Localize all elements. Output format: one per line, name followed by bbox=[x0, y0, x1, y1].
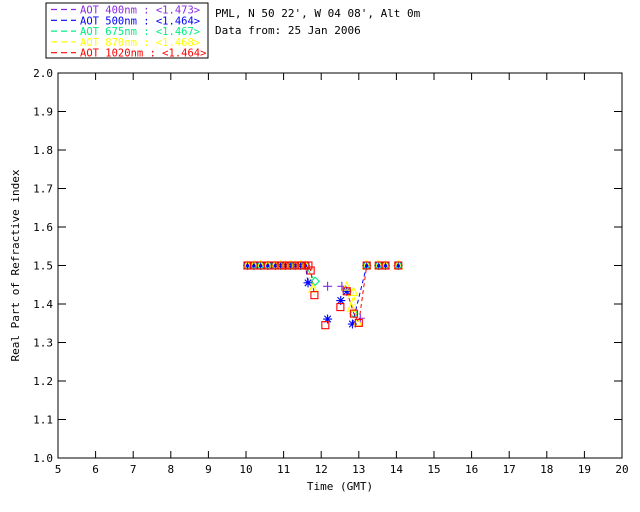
marker-asterisk bbox=[263, 261, 273, 270]
marker-asterisk bbox=[270, 261, 280, 270]
marker-square bbox=[304, 261, 313, 270]
marker-asterisk bbox=[380, 261, 390, 270]
marker-square bbox=[394, 261, 403, 270]
x-tick-label: 6 bbox=[92, 463, 99, 476]
x-axis-title: Time (GMT) bbox=[307, 480, 373, 493]
marker-triangle bbox=[341, 280, 352, 291]
marker-square bbox=[381, 261, 390, 270]
marker-square bbox=[362, 261, 371, 270]
x-tick-label: 7 bbox=[130, 463, 137, 476]
header-date-text: Data from: 25 Jan 2006 bbox=[215, 24, 361, 37]
marker-triangle bbox=[346, 302, 357, 312]
marker-square bbox=[336, 303, 345, 312]
marker-square bbox=[349, 309, 358, 318]
x-tick-label: 19 bbox=[578, 463, 591, 476]
marker-asterisk bbox=[393, 261, 403, 270]
series-line bbox=[346, 286, 359, 323]
legend-entry-label: AOT 1020nm : <1.464> bbox=[80, 48, 206, 60]
x-tick-label: 17 bbox=[503, 463, 516, 476]
marker-asterisk bbox=[280, 261, 290, 270]
x-tick-label: 13 bbox=[352, 463, 365, 476]
x-tick-label: 9 bbox=[205, 463, 212, 476]
marker-asterisk bbox=[336, 296, 346, 306]
marker-square bbox=[291, 261, 300, 270]
x-tick-label: 18 bbox=[540, 463, 553, 476]
x-tick-label: 16 bbox=[465, 463, 478, 476]
marker-asterisk bbox=[243, 261, 253, 270]
marker-square bbox=[286, 261, 295, 270]
marker-asterisk bbox=[347, 319, 357, 329]
legend-entry-label: AOT 500nm : <1.464> bbox=[80, 15, 200, 27]
marker-square bbox=[276, 261, 285, 270]
legend-entry-label: AOT 400nm : <1.473> bbox=[80, 5, 200, 17]
marker-asterisk bbox=[374, 261, 384, 270]
marker-square bbox=[281, 261, 290, 270]
y-tick-label: 1.0 bbox=[33, 452, 53, 465]
marker-square bbox=[342, 287, 351, 296]
marker-square bbox=[354, 318, 363, 327]
y-tick-label: 1.8 bbox=[33, 144, 53, 157]
y-tick-label: 1.9 bbox=[33, 106, 53, 119]
y-tick-label: 1.2 bbox=[33, 375, 53, 388]
y-tick-label: 1.5 bbox=[33, 260, 53, 273]
marker-square bbox=[310, 291, 319, 300]
x-tick-label: 10 bbox=[239, 463, 252, 476]
y-tick-label: 1.1 bbox=[33, 414, 53, 427]
marker-square bbox=[271, 261, 280, 270]
marker-diamond bbox=[310, 276, 320, 287]
legend-entry-label: AOT 675nm : <1.467> bbox=[80, 26, 200, 38]
y-tick-label: 1.3 bbox=[33, 337, 53, 350]
y-tick-label: 1.7 bbox=[33, 183, 53, 196]
marker-asterisk bbox=[303, 278, 313, 288]
x-tick-label: 8 bbox=[167, 463, 174, 476]
x-tick-label: 12 bbox=[315, 463, 328, 476]
y-axis-title: Real Part of Refractive index bbox=[9, 169, 22, 361]
x-tick-label: 5 bbox=[55, 463, 62, 476]
x-tick-label: 11 bbox=[277, 463, 290, 476]
y-tick-label: 2.0 bbox=[33, 67, 53, 80]
marker-square bbox=[296, 261, 305, 270]
y-tick-label: 1.4 bbox=[33, 298, 53, 311]
marker-asterisk bbox=[256, 261, 266, 270]
x-tick-label: 20 bbox=[615, 463, 628, 476]
marker-asterisk bbox=[285, 261, 295, 270]
marker-square bbox=[306, 266, 315, 275]
marker-asterisk bbox=[342, 286, 352, 296]
x-tick-label: 14 bbox=[390, 463, 404, 476]
marker-asterisk bbox=[323, 314, 333, 324]
header-site-text: PML, N 50 22', W 04 08', Alt 0m bbox=[215, 7, 421, 20]
marker-asterisk bbox=[249, 261, 259, 270]
legend-entry-label: AOT 870nm : <1.468> bbox=[80, 37, 200, 49]
marker-square bbox=[321, 321, 330, 330]
marker-plus bbox=[323, 281, 333, 291]
marker-asterisk bbox=[290, 261, 300, 270]
x-tick-label: 15 bbox=[427, 463, 440, 476]
y-tick-label: 1.6 bbox=[33, 221, 53, 234]
marker-asterisk bbox=[296, 261, 306, 270]
marker-triangle bbox=[348, 286, 359, 297]
marker-asterisk bbox=[362, 261, 372, 270]
marker-square bbox=[243, 261, 252, 270]
marker-asterisk bbox=[276, 261, 286, 270]
